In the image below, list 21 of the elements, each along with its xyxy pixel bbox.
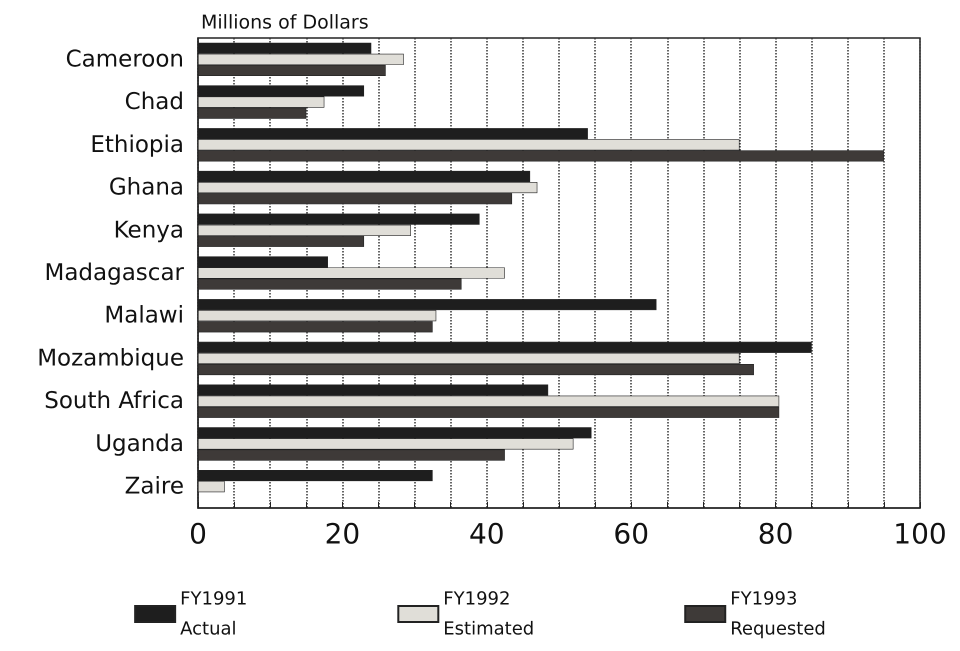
y-tick-label: Uganda — [95, 430, 184, 457]
y-tick-label: Ethiopia — [90, 132, 184, 158]
legend-label: FY1991 Actual — [180, 588, 248, 640]
legend-label: FY1993 Requested — [730, 588, 826, 640]
x-tick-label: 80 — [758, 518, 794, 550]
y-tick-label: Zaire — [124, 474, 184, 500]
legend-label: FY1992 Estimated — [443, 588, 534, 640]
x-tick-label: 20 — [324, 518, 360, 550]
y-tick-label: Malawi — [104, 302, 184, 329]
y-tick-label: Madagascar — [44, 260, 185, 286]
x-axis-title: Millions of Dollars — [201, 12, 369, 34]
x-tick-label: 0 — [189, 518, 207, 550]
y-tick-label: Mozambique — [37, 345, 184, 372]
y-tick-label: Chad — [124, 89, 184, 116]
y-tick-label: South Africa — [44, 388, 184, 414]
x-tick-label: 100 — [893, 518, 947, 550]
y-tick-label: Ghana — [108, 174, 184, 201]
x-tick-label: 40 — [468, 518, 505, 550]
y-tick-label: Cameroon — [66, 46, 184, 72]
y-tick-label: Kenya — [114, 217, 184, 244]
x-tick-label: 60 — [613, 518, 650, 550]
